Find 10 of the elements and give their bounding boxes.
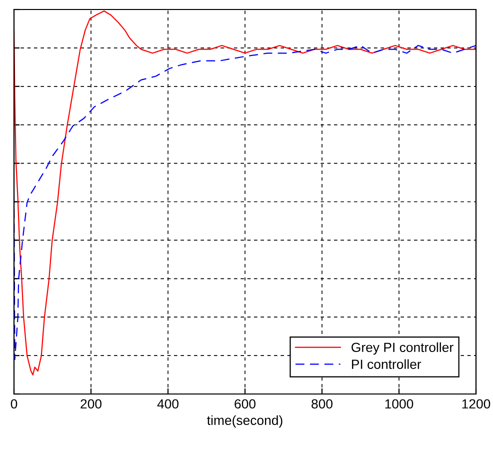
- legend-label: Grey PI controller: [352, 342, 454, 355]
- x-tick-label: 400: [157, 399, 178, 409]
- legend-label: PI controller: [352, 359, 422, 369]
- x-axis-title: time(second): [207, 415, 282, 428]
- x-tick-label: 1200: [462, 399, 490, 409]
- x-tick-label: 600: [234, 399, 256, 409]
- x-tick-label: 0: [10, 399, 18, 409]
- x-tick-label: 200: [80, 399, 102, 409]
- x-tick-label: 1000: [385, 399, 414, 409]
- x-tick-label: 800: [312, 399, 332, 409]
